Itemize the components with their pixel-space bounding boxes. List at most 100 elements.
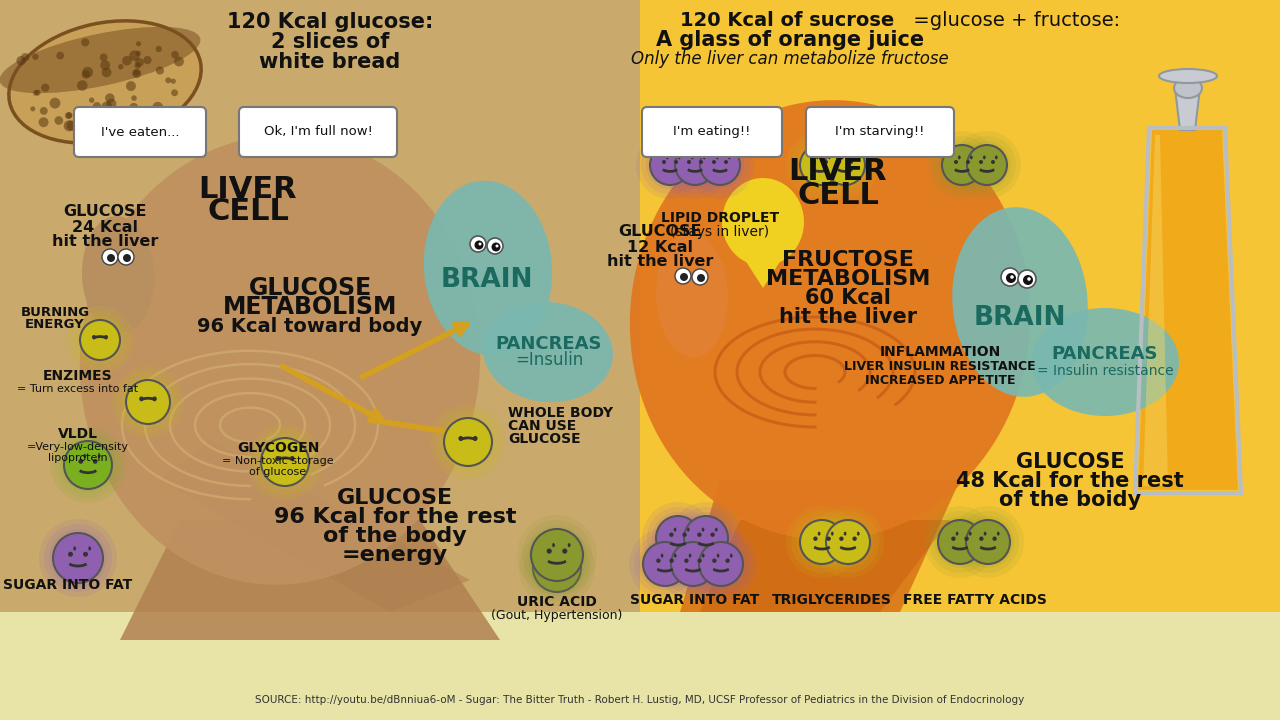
Circle shape: [652, 512, 704, 564]
Text: =Very-low-density: =Very-low-density: [27, 442, 129, 452]
Circle shape: [92, 335, 96, 339]
Circle shape: [712, 160, 716, 164]
Circle shape: [1018, 270, 1036, 288]
Circle shape: [929, 511, 991, 573]
Circle shape: [79, 320, 120, 360]
Circle shape: [710, 533, 714, 537]
Circle shape: [791, 136, 849, 194]
Circle shape: [812, 160, 817, 164]
Circle shape: [289, 456, 294, 461]
Text: lipoprotein: lipoprotein: [49, 453, 108, 463]
Polygon shape: [1143, 135, 1169, 486]
Circle shape: [77, 107, 87, 117]
Circle shape: [475, 240, 484, 250]
Circle shape: [108, 254, 115, 262]
Circle shape: [83, 552, 88, 557]
Circle shape: [129, 103, 138, 112]
Circle shape: [67, 112, 73, 119]
Circle shape: [174, 57, 184, 66]
Circle shape: [852, 536, 856, 541]
Circle shape: [152, 102, 163, 112]
Text: = Insulin resistance: = Insulin resistance: [1037, 364, 1174, 378]
Circle shape: [50, 98, 60, 109]
Circle shape: [472, 436, 477, 441]
Circle shape: [1001, 268, 1019, 286]
Text: SOURCE: http://youtu.be/dBnniua6-oM - Sugar: The Bitter Truth - Robert H. Lustig: SOURCE: http://youtu.be/dBnniua6-oM - Su…: [256, 695, 1024, 705]
Circle shape: [470, 236, 486, 252]
Text: GLYCOGEN: GLYCOGEN: [237, 441, 319, 455]
Circle shape: [992, 536, 997, 541]
Circle shape: [70, 311, 129, 369]
Circle shape: [1010, 275, 1014, 279]
Text: 24 Kcal: 24 Kcal: [72, 220, 138, 235]
Circle shape: [524, 535, 590, 601]
Text: 120 Kcal of sucrose: 120 Kcal of sucrose: [680, 11, 895, 30]
Circle shape: [113, 366, 184, 438]
Circle shape: [726, 559, 730, 563]
Circle shape: [132, 69, 141, 78]
Circle shape: [673, 108, 741, 176]
Circle shape: [101, 102, 113, 112]
Circle shape: [675, 137, 678, 141]
Circle shape: [669, 533, 673, 537]
Text: FREE FATTY ACIDS: FREE FATTY ACIDS: [904, 593, 1047, 607]
Ellipse shape: [952, 207, 1088, 397]
Circle shape: [849, 160, 852, 164]
Circle shape: [55, 432, 122, 498]
Text: CELL: CELL: [207, 197, 289, 227]
Circle shape: [531, 529, 582, 581]
Text: 96 Kcal toward body: 96 Kcal toward body: [197, 318, 422, 336]
Circle shape: [800, 520, 844, 564]
Polygon shape: [1175, 88, 1201, 130]
Text: GLUCOSE: GLUCOSE: [508, 432, 581, 446]
Text: 60 Kcal: 60 Kcal: [805, 288, 891, 308]
Circle shape: [44, 524, 113, 592]
Circle shape: [942, 145, 982, 185]
Circle shape: [646, 141, 694, 189]
Text: 96 Kcal for the rest: 96 Kcal for the rest: [274, 507, 516, 527]
Ellipse shape: [483, 302, 613, 402]
Circle shape: [41, 84, 50, 92]
Circle shape: [68, 552, 73, 557]
Circle shape: [60, 437, 116, 493]
Circle shape: [49, 529, 108, 587]
Circle shape: [698, 559, 701, 563]
Circle shape: [124, 109, 133, 119]
Circle shape: [817, 511, 879, 573]
Text: hit the liver: hit the liver: [780, 307, 916, 327]
Circle shape: [252, 429, 317, 495]
Circle shape: [547, 549, 552, 554]
Circle shape: [77, 80, 87, 91]
Circle shape: [663, 122, 703, 162]
Circle shape: [156, 66, 164, 75]
Text: URIC ACID: URIC ACID: [517, 595, 596, 609]
Text: LIPID DROPLET: LIPID DROPLET: [660, 211, 780, 225]
Circle shape: [827, 536, 831, 541]
Circle shape: [710, 137, 716, 141]
Text: INCREASED APPETITE: INCREASED APPETITE: [865, 374, 1015, 387]
Circle shape: [134, 63, 141, 69]
Circle shape: [643, 542, 687, 586]
Text: LIVER: LIVER: [788, 158, 887, 186]
Circle shape: [699, 160, 703, 164]
Circle shape: [966, 520, 1010, 564]
Circle shape: [678, 113, 736, 171]
Circle shape: [435, 409, 500, 475]
Circle shape: [699, 542, 742, 586]
Circle shape: [700, 145, 740, 185]
Text: of glucose: of glucose: [250, 467, 307, 477]
Circle shape: [786, 131, 854, 199]
Circle shape: [954, 160, 957, 164]
Circle shape: [495, 245, 498, 248]
Text: = Turn excess into fat: = Turn excess into fat: [18, 384, 138, 394]
Circle shape: [133, 70, 140, 76]
Ellipse shape: [0, 27, 201, 93]
Circle shape: [38, 117, 49, 127]
Circle shape: [812, 131, 879, 199]
Circle shape: [532, 544, 581, 592]
Circle shape: [654, 113, 712, 171]
Ellipse shape: [9, 21, 201, 143]
Text: METABOLISM: METABOLISM: [223, 295, 397, 319]
Circle shape: [261, 438, 308, 486]
Circle shape: [687, 137, 691, 141]
